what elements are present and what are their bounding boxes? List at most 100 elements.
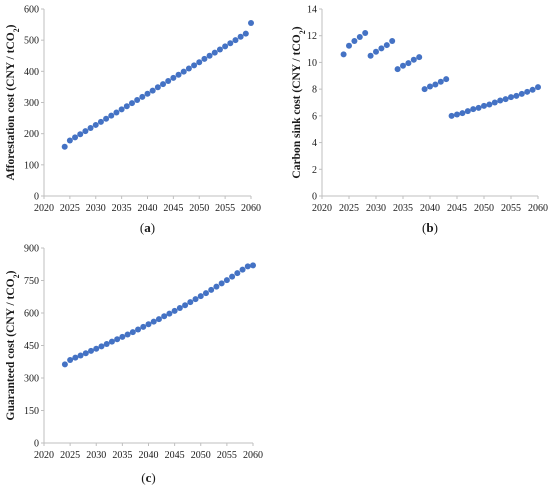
x-tick-label: 2050 bbox=[191, 450, 211, 461]
x-tick-label: 2055 bbox=[217, 450, 237, 461]
data-point bbox=[208, 286, 215, 293]
data-point bbox=[108, 112, 115, 119]
data-point bbox=[185, 65, 192, 72]
data-point bbox=[61, 143, 68, 150]
data-point bbox=[475, 104, 482, 111]
data-point bbox=[459, 110, 466, 117]
data-point bbox=[529, 86, 536, 93]
data-point bbox=[77, 131, 84, 138]
data-point bbox=[213, 283, 220, 290]
data-point bbox=[72, 134, 79, 141]
data-point bbox=[118, 106, 125, 113]
data-point bbox=[166, 310, 173, 317]
data-point bbox=[88, 347, 95, 354]
data-point bbox=[201, 55, 208, 62]
data-point bbox=[443, 76, 450, 83]
y-axis-label: Carbon sink cost (CNY / tCO2) bbox=[291, 26, 307, 178]
data-point bbox=[93, 345, 100, 352]
data-point bbox=[67, 357, 74, 364]
data-point bbox=[216, 46, 223, 53]
data-point bbox=[98, 343, 105, 350]
data-point bbox=[405, 60, 412, 67]
x-tick-label: 2035 bbox=[112, 203, 132, 214]
x-tick-label: 2045 bbox=[447, 203, 467, 214]
x-tick-label: 2020 bbox=[34, 203, 54, 214]
x-tick-label: 2035 bbox=[112, 450, 132, 461]
x-tick-label: 2060 bbox=[241, 203, 261, 214]
data-point bbox=[244, 263, 251, 270]
x-tick-label: 2060 bbox=[243, 450, 263, 461]
y-tick-label: 900 bbox=[24, 244, 39, 255]
data-point bbox=[82, 128, 89, 135]
data-point bbox=[176, 305, 183, 312]
data-point bbox=[97, 118, 104, 125]
data-point bbox=[524, 88, 531, 95]
x-tick-label: 2020 bbox=[312, 203, 332, 214]
data-point bbox=[180, 68, 187, 75]
data-point bbox=[160, 81, 167, 88]
data-point bbox=[206, 52, 213, 59]
data-point bbox=[114, 336, 121, 343]
data-point bbox=[229, 273, 236, 280]
data-point bbox=[232, 37, 239, 44]
y-tick-label: 600 bbox=[24, 309, 39, 320]
data-point bbox=[170, 74, 177, 81]
y-axis-label: Afforestation cost (CNY / tCO2) bbox=[5, 24, 21, 180]
data-point bbox=[508, 94, 514, 101]
data-point bbox=[223, 277, 230, 284]
x-tick-label: 2040 bbox=[139, 450, 159, 461]
data-point bbox=[103, 340, 110, 347]
data-point bbox=[351, 38, 358, 45]
data-point bbox=[437, 78, 444, 85]
x-tick-label: 2030 bbox=[86, 203, 106, 214]
data-point bbox=[66, 137, 73, 144]
data-point bbox=[139, 93, 146, 100]
data-point bbox=[502, 96, 509, 103]
data-point bbox=[340, 51, 347, 58]
data-point bbox=[250, 262, 256, 269]
data-point bbox=[108, 338, 115, 345]
data-point bbox=[129, 329, 136, 336]
data-point bbox=[149, 87, 156, 94]
y-tick-label: 450 bbox=[24, 341, 39, 352]
data-point bbox=[211, 49, 218, 56]
data-point bbox=[518, 90, 525, 97]
y-tick-label: 4 bbox=[312, 138, 317, 149]
data-point bbox=[134, 97, 141, 104]
data-point bbox=[427, 83, 433, 90]
data-point bbox=[464, 108, 471, 115]
y-tick-label: 300 bbox=[24, 98, 39, 109]
data-point bbox=[119, 333, 126, 340]
panel-caption: (a) bbox=[140, 220, 155, 235]
data-point bbox=[135, 326, 142, 333]
y-tick-label: 200 bbox=[24, 129, 39, 140]
data-point bbox=[234, 270, 241, 277]
data-point bbox=[140, 323, 147, 330]
data-point bbox=[448, 112, 455, 119]
y-tick-label: 100 bbox=[24, 160, 39, 171]
x-tick-label: 2045 bbox=[165, 450, 185, 461]
data-point bbox=[242, 30, 249, 37]
panel-caption: (b) bbox=[422, 220, 438, 235]
y-tick-label: 6 bbox=[312, 111, 317, 122]
data-point bbox=[222, 43, 229, 50]
x-tick-label: 2050 bbox=[189, 203, 209, 214]
data-point bbox=[182, 302, 189, 309]
y-tick-label: 2 bbox=[312, 165, 317, 176]
x-tick-label: 2025 bbox=[339, 203, 359, 214]
x-tick-label: 2040 bbox=[138, 203, 158, 214]
data-point bbox=[248, 20, 254, 27]
data-point bbox=[389, 38, 396, 45]
data-point bbox=[432, 81, 439, 88]
data-point bbox=[400, 62, 406, 69]
data-point bbox=[187, 299, 194, 306]
y-tick-label: 150 bbox=[24, 406, 39, 417]
x-tick-label: 2030 bbox=[86, 450, 106, 461]
data-point bbox=[150, 318, 157, 325]
y-tick-label: 500 bbox=[24, 36, 39, 47]
data-point bbox=[218, 280, 225, 287]
data-point bbox=[346, 42, 352, 49]
x-tick-label: 2040 bbox=[420, 203, 440, 214]
data-point bbox=[202, 290, 209, 297]
data-point bbox=[191, 62, 198, 69]
